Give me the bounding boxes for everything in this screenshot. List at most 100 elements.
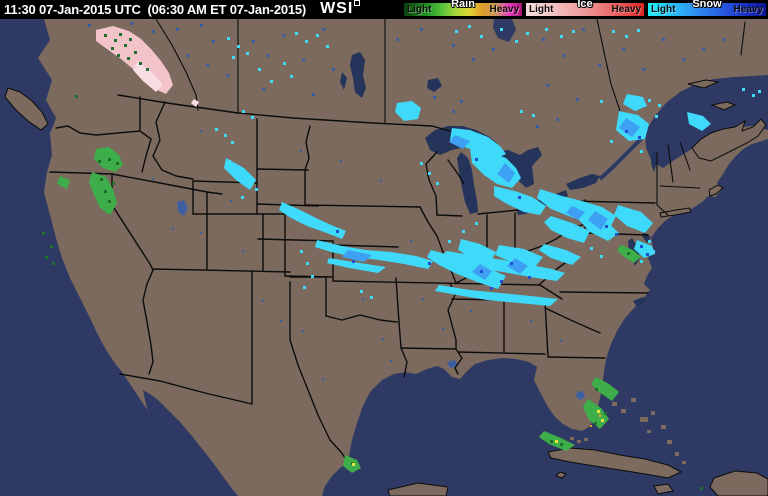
legend-rain: Light Heavy Rain: [403, 0, 523, 19]
legend-ice-gradient: [525, 2, 645, 17]
snow-mid-kansas: [342, 250, 372, 262]
red-river-border: [325, 314, 398, 323]
legend-snow-title: Snow: [692, 0, 722, 10]
lake-manitoba: [340, 72, 347, 90]
yucatan: [387, 482, 449, 496]
snow-nebraska-band: [279, 202, 346, 239]
snow-new-england: [614, 205, 653, 233]
ma-south-border: [659, 185, 701, 189]
legend-ice-heavy-label: Heavy: [611, 4, 641, 15]
id-mt-border: [152, 101, 194, 180]
isle-of-youth: [555, 471, 567, 479]
legend-rain-heavy-label: Heavy: [489, 4, 519, 15]
snow-nova-scotia: [687, 112, 711, 131]
legend-rain-light-label: Light: [407, 4, 432, 15]
mo-ar-ky-border: [332, 280, 541, 286]
snow-superior-shore: [450, 128, 506, 159]
snow-minnesota-border: [395, 101, 421, 121]
nh-me-border: [679, 141, 691, 171]
legend-ice-light-label: Light: [529, 4, 554, 15]
ca-az-border: [142, 269, 154, 375]
timestamp-label: 11:30 07-Jan-2015 UTC (06:30 AM ET 07-Ja…: [4, 2, 307, 17]
rain-or-coast: [57, 176, 70, 189]
wi-mn-border: [425, 151, 438, 216]
precip-rain-layer: [42, 95, 703, 490]
ok-ar-border: [395, 277, 400, 323]
snow-west-virginia: [539, 244, 581, 265]
parallel-37-border: [152, 268, 291, 273]
va-nc-border: [559, 291, 649, 294]
legend-ice-title: Ice: [577, 0, 593, 10]
rio-grande-border: [289, 339, 349, 463]
cape-cod: [708, 184, 724, 197]
borders-layer: [49, 19, 746, 463]
wi-il-border: [436, 214, 463, 217]
snow-hudson-valley: [634, 240, 655, 258]
bc-alberta-border: [155, 19, 199, 111]
tx-ar-la-border: [398, 321, 408, 378]
snow-quebec-blob2: [623, 94, 647, 111]
anticosti-island: [687, 79, 720, 89]
vancouver-island: [4, 87, 49, 131]
wa-id-border: [139, 96, 152, 173]
lake-of-the-woods: [427, 78, 442, 92]
snow-kentucky-band: [440, 251, 565, 281]
snow-mid-overlays: [342, 118, 640, 280]
snow-mid-ny: [588, 211, 608, 230]
header-bar: 11:30 07-Jan-2015 UTC (06:30 AM ET 07-Ja…: [0, 0, 768, 19]
lake-champlain: [651, 150, 657, 172]
bahamas: [612, 398, 686, 464]
legend-rain-title: Rain: [451, 0, 475, 10]
lake-winnipeg: [350, 52, 366, 98]
legend-snow-gradient: [647, 2, 767, 17]
wsi-logo-text: WSI: [320, 0, 354, 17]
legend-snow-light-label: Light: [651, 4, 676, 15]
snow-mid-huron: [497, 163, 515, 183]
lake-michigan: [457, 152, 478, 214]
lake-pontchartrain: [447, 360, 458, 368]
us-mexico-border: [119, 373, 253, 405]
mn-ia-border: [304, 204, 421, 208]
rain-wa-coast-south: [89, 172, 117, 215]
wsi-logo: WSI: [320, 0, 361, 18]
legend-snow-heavy-label: Heavy: [733, 4, 763, 15]
legend-snow: Light Heavy Snow: [647, 0, 767, 19]
snow-tennessee-band: [435, 285, 558, 306]
al-ga-border: [544, 300, 549, 358]
radar-map-svg: [0, 19, 768, 496]
wa-or-border: [55, 125, 141, 136]
snow-central-michigan: [494, 186, 546, 215]
ne-ks-border: [257, 238, 334, 242]
islands-layer: [4, 79, 768, 496]
ny-nj-border: [656, 204, 669, 216]
prince-edward-island: [710, 101, 737, 111]
gulf-atlantic-ocean: [322, 139, 768, 496]
snow-chicago: [458, 239, 496, 263]
rain-orange-speckles: [590, 414, 601, 427]
ia-mo-border: [332, 244, 399, 248]
pacific-ocean: [0, 19, 238, 496]
snow-kentucky-blob: [495, 245, 543, 267]
quebec-newfoundland-border: [740, 21, 746, 56]
legend-rain-gradient: [403, 2, 523, 17]
canada-us-border: [117, 94, 451, 132]
snow-ohio-pa: [544, 216, 590, 243]
nd-sd-border: [256, 168, 309, 171]
mi-in-oh-border: [477, 209, 519, 215]
tn-nc-border: [539, 284, 563, 300]
mississippi-river-border: [447, 282, 463, 375]
pamlico-sound: [633, 297, 647, 307]
nova-scotia: [691, 118, 767, 162]
lake-okeechobee: [576, 391, 585, 400]
great-salt-lake: [177, 200, 188, 216]
snow-kansas-band2: [327, 258, 386, 273]
vt-nh-border: [667, 144, 674, 183]
precip-legend: Light Heavy Rain Light Heavy Ice Light H…: [400, 0, 767, 19]
nc-sc-border: [544, 307, 601, 334]
pa-ny-border: [571, 200, 656, 204]
hispaniola: [709, 470, 768, 496]
ga-fl-border: [547, 356, 606, 359]
nd-mn-border: [304, 125, 311, 171]
gulf-31-border: [457, 351, 546, 355]
